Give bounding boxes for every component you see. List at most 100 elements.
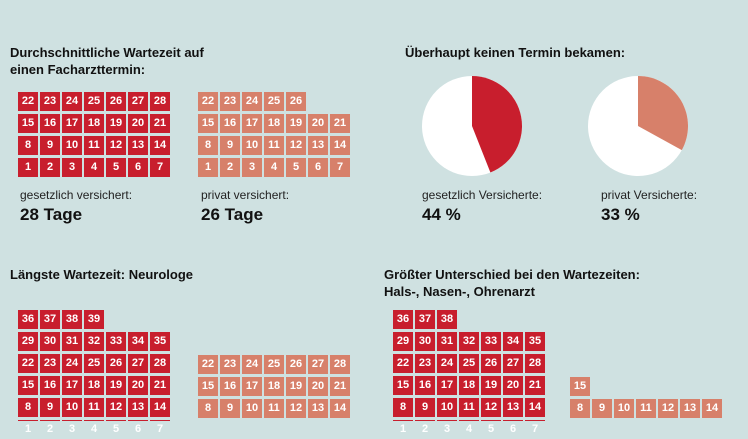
calendar-day-cell: 12 (286, 136, 306, 155)
calendar-day-cell: 33 (106, 332, 126, 351)
calendar-day-cell: 28 (150, 92, 170, 111)
calendar-day-cell: 11 (84, 136, 104, 155)
calendar-day-cell: 18 (459, 376, 479, 395)
calendar-day-cell: 9 (592, 399, 612, 418)
calendar-day-cell: 19 (106, 114, 126, 133)
calendar-day-cell: 12 (286, 399, 306, 418)
calendar-day-cell: 15 (198, 377, 218, 396)
calendar-day-cell: 13 (680, 399, 700, 418)
calendar-day-cell: 10 (437, 398, 457, 417)
calendar-day-cell: 11 (459, 398, 479, 417)
calendar-day-cell: 14 (702, 399, 722, 418)
calendar-day-cell: 26 (481, 354, 501, 373)
calendar-day-cell: 8 (198, 399, 218, 418)
calendar-day-cell: 23 (220, 355, 240, 374)
calendar-day-cell: 20 (128, 376, 148, 395)
calendar-day-cell: 23 (220, 92, 240, 111)
calendar-day-cell: 17 (62, 376, 82, 395)
calendar-day-cell: 24 (242, 355, 262, 374)
wait-title-line1: Durchschnittliche Wartezeit auf (10, 45, 204, 60)
calendar-day-cell: 11 (264, 399, 284, 418)
calendar-day-cell: 29 (393, 332, 413, 351)
calendar-day-cell: 31 (437, 332, 457, 351)
calendar-day-cell: 23 (40, 354, 60, 373)
calendar-day-cell: 36 (18, 310, 38, 329)
calendar-day-cell: 27 (128, 92, 148, 111)
calendar-day-cell: 8 (570, 399, 590, 418)
calendar-day-cell: 34 (503, 332, 523, 351)
calendar-day-cell: 37 (40, 310, 60, 329)
calendar-day-cell: 27 (503, 354, 523, 373)
calendar-day-cell: 16 (40, 376, 60, 395)
calendar-day-cell: 28 (150, 354, 170, 373)
calendar-day-cell: 34 (128, 332, 148, 351)
calendar-day-cell: 1 (18, 158, 38, 177)
wait-privat-label: privat versichert: (201, 188, 290, 202)
calendar-day-cell: 23 (40, 92, 60, 111)
calendar-day-cell: 21 (330, 114, 350, 133)
calendar-day-cell: 15 (393, 376, 413, 395)
calendar-day-cell: 24 (437, 354, 457, 373)
calendar-day-cell: 7 (150, 158, 170, 177)
calendar-day-cell: 26 (106, 354, 126, 373)
no-appt-title: Überhaupt keinen Termin bekamen: (405, 45, 626, 60)
calendar-day-cell: 19 (286, 377, 306, 396)
calendar-day-cell: 10 (614, 399, 634, 418)
calendar-day-cell: 9 (40, 398, 60, 417)
calendar-day-cell: 3 (62, 158, 82, 177)
calendar-day-cell: 13 (308, 399, 328, 418)
calendar-day-cell: 26 (106, 92, 126, 111)
calendar-day-cell: 17 (242, 114, 262, 133)
calendar-day-cell: 18 (84, 114, 104, 133)
calendar-day-cell: 24 (62, 354, 82, 373)
calendar-day-cell: 26 (286, 92, 306, 111)
calendar-day-cell: 14 (150, 136, 170, 155)
calendar-day-cell: 21 (330, 377, 350, 396)
calendar-day-cell: 14 (330, 136, 350, 155)
calendar-day-cell: 12 (106, 136, 126, 155)
calendar-day-cell: 17 (242, 377, 262, 396)
calendar-day-cell: 17 (437, 376, 457, 395)
calendar-day-cell: 5 (106, 158, 126, 177)
calendar-day-cell: 27 (128, 354, 148, 373)
calendar-day-cell: 12 (106, 398, 126, 417)
calendar-day-cell: 18 (264, 114, 284, 133)
calendar-day-cell: 18 (84, 376, 104, 395)
calendar-day-cell: 13 (503, 398, 523, 417)
calendar-day-cell: 24 (62, 92, 82, 111)
calendar-day-cell: 8 (198, 136, 218, 155)
calendar-day-cell: 22 (198, 92, 218, 111)
calendar-day-cell: 13 (128, 398, 148, 417)
calendar-day-cell: 14 (330, 399, 350, 418)
calendar-day-cell: 25 (84, 92, 104, 111)
hno-title-line2: Hals-, Nasen-, Ohrenarzt (384, 284, 535, 299)
wait-title-line2: einen Facharzttermin: (10, 62, 146, 77)
calendar-day-cell: 19 (481, 376, 501, 395)
wait-privat-value: 26 Tage (201, 205, 264, 224)
calendar-day-cell: 13 (308, 136, 328, 155)
calendar-day-cell: 23 (415, 354, 435, 373)
calendar-day-cell: 10 (242, 399, 262, 418)
calendar-day-cell: 20 (308, 114, 328, 133)
calendar-day-cell: 11 (264, 136, 284, 155)
calendar-day-cell: 30 (415, 332, 435, 351)
calendar-day-cell: 11 (84, 398, 104, 417)
calendar-day-cell: 25 (264, 355, 284, 374)
calendar-day-cell: 9 (40, 136, 60, 155)
calendar-day-cell: 16 (220, 377, 240, 396)
calendar-day-cell: 38 (62, 310, 82, 329)
calendar-day-cell: 26 (286, 355, 306, 374)
pie-value-slice (472, 76, 522, 173)
calendar-day-cell: 19 (286, 114, 306, 133)
calendar-day-cell: 15 (18, 114, 38, 133)
calendar-day-cell: 38 (437, 310, 457, 329)
wait-gesetzlich-label: gesetzlich versichert: (20, 188, 133, 202)
calendar-day-cell: 14 (150, 398, 170, 417)
calendar-day-cell: 25 (84, 354, 104, 373)
calendar-day-cell: 7 (330, 158, 350, 177)
calendar-day-cell: 33 (481, 332, 501, 351)
pie-privat (588, 76, 688, 176)
calendar-day-cell: 35 (150, 332, 170, 351)
calendar-day-cell: 22 (18, 92, 38, 111)
no-appt-privat-value: 33 % (601, 205, 640, 224)
